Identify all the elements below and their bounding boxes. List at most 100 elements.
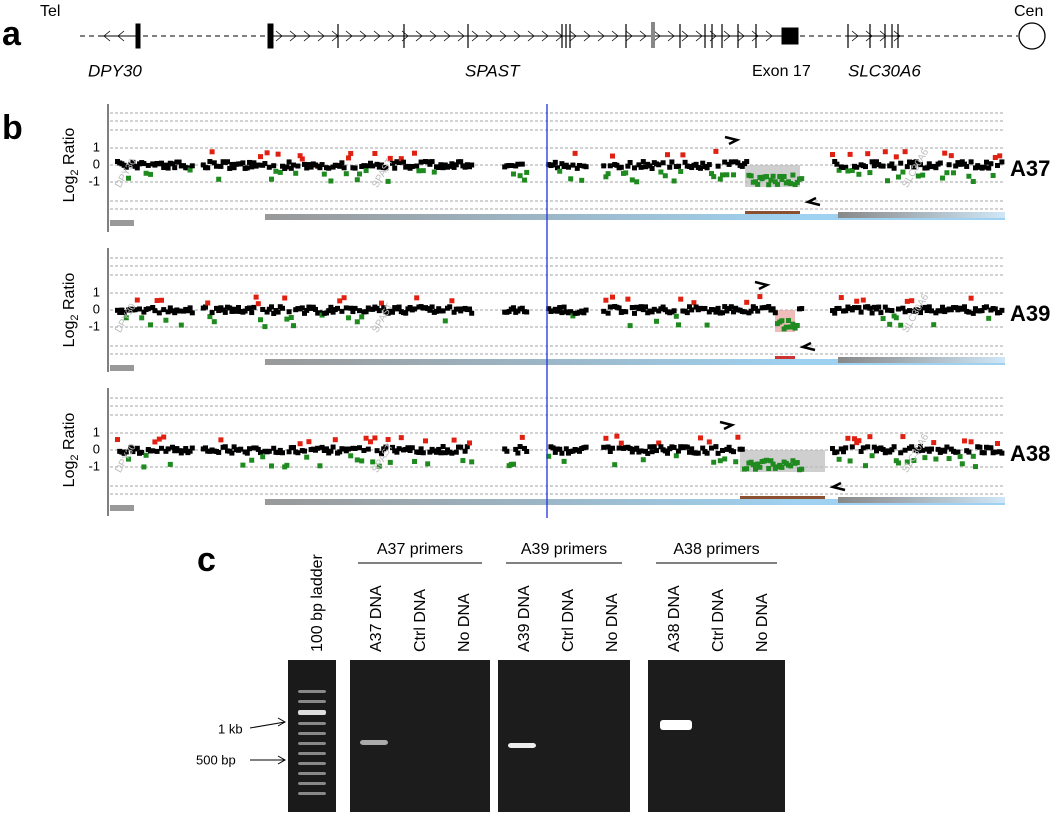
probe-dot [346, 446, 351, 452]
probe-dot [854, 298, 860, 304]
probe-dot [830, 445, 835, 451]
probe-dot [889, 161, 895, 167]
intron-arrow [485, 30, 493, 42]
probe-dot [143, 452, 149, 458]
probe-dot [357, 171, 362, 177]
probe-dot [572, 150, 578, 156]
intron-arrow [527, 30, 535, 42]
y-tick-label: 1 [93, 424, 100, 439]
probe-dot [924, 165, 930, 171]
probe-dot [152, 439, 158, 445]
probe-dot [341, 165, 347, 171]
probe-dot [431, 169, 437, 175]
y-tick-label: 0 [93, 301, 100, 316]
probe-dot [167, 305, 173, 311]
probe-dot [605, 444, 611, 450]
probe-dot [574, 165, 580, 171]
probe-dot [253, 294, 259, 300]
probe-dot [304, 165, 310, 171]
probe-dot [368, 439, 373, 445]
probe-dot [346, 315, 351, 321]
probe-dot [779, 464, 785, 470]
probe-dot [165, 309, 171, 315]
probe-dot [678, 168, 684, 174]
probe-dot [610, 445, 615, 451]
probe-dot [744, 466, 750, 472]
probe-dot [720, 310, 725, 316]
probe-dot [291, 162, 296, 168]
probe-dot [216, 449, 222, 455]
probe-dot [720, 172, 725, 178]
probe-dot [163, 162, 169, 168]
probe-dot [750, 462, 756, 468]
ladder-band [298, 690, 326, 693]
probe-dot [984, 304, 989, 310]
probe-dot [295, 163, 301, 169]
probe-dot [293, 170, 299, 176]
probe-dot [552, 449, 558, 455]
probe-dot [722, 456, 728, 462]
probe-dot [907, 308, 912, 314]
probe-dot [134, 445, 140, 451]
probe-dot [858, 448, 864, 454]
probe-dot [964, 163, 970, 169]
gene-label: SLC30A6 [848, 61, 921, 80]
probe-dot [332, 437, 338, 443]
intron-arrow [387, 30, 395, 42]
gel-image [648, 660, 785, 812]
probe-dot [614, 433, 620, 439]
intron-arrow [611, 30, 619, 42]
probe-dot [753, 305, 758, 311]
probe-dot [717, 458, 723, 464]
primer-arrow [804, 196, 821, 207]
probe-dot [920, 447, 926, 453]
probe-dot [266, 448, 272, 454]
probe-dot [447, 163, 453, 169]
probe-dot [887, 321, 893, 327]
probe-dot [240, 160, 246, 166]
pcr-band [360, 740, 388, 745]
intron-arrow [415, 30, 423, 42]
probe-dot [889, 308, 895, 314]
probe-dot [379, 450, 384, 456]
probe-dot [368, 160, 373, 166]
probe-dot [863, 164, 868, 170]
probe-dot [788, 463, 794, 469]
probe-dot [354, 457, 360, 463]
marker-arrowhead [277, 717, 287, 727]
probe-dot [629, 449, 635, 455]
probe-dot [557, 446, 563, 452]
probe-dot [326, 308, 332, 314]
lane-label: A39 DNA [516, 585, 533, 652]
probe-dot [211, 160, 217, 166]
probe-dot [260, 306, 266, 312]
probe-dot [704, 165, 710, 171]
probe-dot [427, 161, 433, 167]
probe-dot [942, 448, 948, 454]
probe-dot [291, 323, 296, 329]
probe-dot [170, 161, 175, 167]
probe-dot [940, 304, 945, 310]
intron-arrow [879, 30, 887, 42]
probe-dot [981, 450, 987, 456]
probe-dot [766, 182, 772, 188]
probe-dot [896, 306, 901, 312]
probe-dot [882, 149, 888, 155]
probe-dot [271, 163, 277, 169]
probe-dot [396, 159, 402, 165]
probe-dot [757, 464, 763, 470]
probe-dot [865, 444, 871, 450]
probe-dot [632, 165, 637, 171]
probe-dot [583, 307, 589, 313]
exon [651, 22, 655, 48]
probe-dot [317, 463, 323, 469]
probe-dot [251, 304, 257, 310]
probe-dot [335, 305, 340, 311]
probe-dot [440, 165, 446, 171]
probe-dot [288, 165, 294, 171]
probe-dot [328, 304, 334, 310]
probe-dot [343, 171, 349, 177]
probe-dot [346, 155, 351, 161]
intron-arrow [765, 30, 773, 42]
probe-dot [880, 446, 886, 452]
